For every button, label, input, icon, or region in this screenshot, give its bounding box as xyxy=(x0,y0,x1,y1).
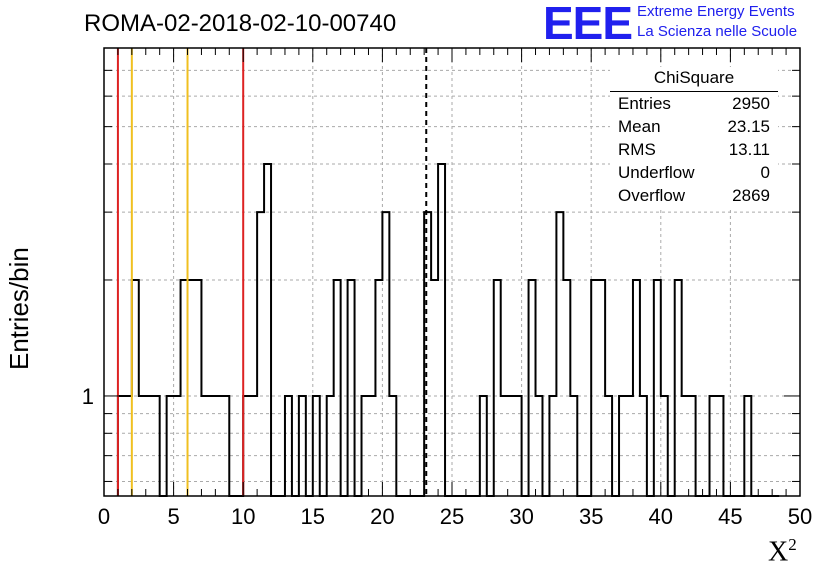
marker-lines xyxy=(116,48,428,496)
logo-line-1: Extreme Energy Events xyxy=(637,3,795,20)
stats-label: Mean xyxy=(618,117,661,136)
x-tick-label: 50 xyxy=(788,504,812,529)
y-tick-label: 1 xyxy=(82,384,94,409)
stats-value: 2869 xyxy=(732,186,770,205)
stats-value: 0 xyxy=(760,163,770,182)
x-axis-label: X2 xyxy=(768,535,797,568)
x-tick-label: 40 xyxy=(649,504,673,529)
run-title: ROMA-02-2018-02-10-00740 xyxy=(84,10,397,37)
stats-value: 13.11 xyxy=(728,140,770,159)
logo-line-2: La Scienza nelle Scuole xyxy=(637,23,798,40)
x-tick-label: 5 xyxy=(167,504,179,529)
x-tick-label: 30 xyxy=(509,504,533,529)
x-tick-label: 20 xyxy=(370,504,394,529)
stats-row-underflow: Underflow 0 xyxy=(610,161,778,184)
stats-label: Underflow xyxy=(618,163,695,182)
x-tick-label: 25 xyxy=(440,504,464,529)
stats-box: ChiSquare Entries 2950 Mean 23.15 RMS 13… xyxy=(610,67,778,207)
x-tick-label: 15 xyxy=(301,504,325,529)
stats-row-mean: Mean 23.15 xyxy=(610,115,778,138)
y-axis-label: Entries/bin xyxy=(4,247,34,370)
stats-row-entries: Entries 2950 xyxy=(610,92,778,115)
stats-value: 2950 xyxy=(732,94,770,113)
stats-label: RMS xyxy=(618,140,656,159)
x-tick-label: 35 xyxy=(579,504,603,529)
stats-title: ChiSquare xyxy=(610,67,778,92)
stats-value: 23.15 xyxy=(727,117,770,136)
x-tick-label: 0 xyxy=(98,504,110,529)
x-tick-label: 10 xyxy=(231,504,255,529)
stats-label: Overflow xyxy=(618,186,686,205)
stats-row-rms: RMS 13.11 xyxy=(610,138,778,161)
x-tick-label: 45 xyxy=(718,504,742,529)
eee-logo: EEE xyxy=(543,0,633,49)
stats-row-overflow: Overflow 2869 xyxy=(610,184,778,207)
axes: 0 5 10 15 20 25 30 35 40 45 50 1 xyxy=(82,47,812,529)
stats-label: Entries xyxy=(618,94,671,113)
